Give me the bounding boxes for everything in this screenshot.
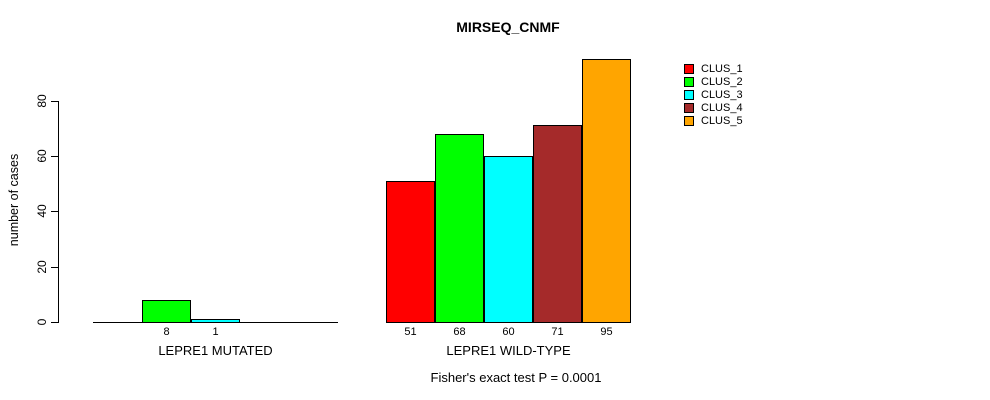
legend-swatch: [684, 89, 694, 100]
y-tick-label: 80: [35, 93, 49, 108]
legend-row: CLUS_4: [684, 102, 743, 115]
x-axis-group-label: LEPRE1 WILD-TYPE: [446, 343, 571, 358]
y-tick-label: 0: [35, 318, 49, 326]
y-axis-line: [58, 101, 59, 323]
x-axis-group-label: LEPRE1 MUTATED: [158, 343, 273, 358]
legend-label: CLUS_2: [701, 75, 743, 88]
bar: [142, 300, 191, 323]
bar-value-label: 68: [453, 326, 466, 338]
legend-label: CLUS_3: [701, 88, 743, 101]
y-tick-label: 20: [35, 259, 49, 274]
y-tick-mark: [51, 266, 58, 268]
legend-label: CLUS_5: [701, 115, 743, 128]
legend-row: CLUS_1: [684, 62, 743, 75]
bar: [386, 181, 435, 323]
legend-swatch: [684, 76, 694, 87]
bar: [191, 319, 240, 323]
y-axis-label: number of cases: [7, 153, 21, 247]
bar-value-label: 95: [600, 326, 613, 338]
y-tick-label: 40: [35, 204, 49, 218]
bar-value-label: 60: [502, 326, 515, 338]
legend-swatch: [684, 103, 694, 114]
legend-row: CLUS_3: [684, 88, 743, 101]
y-tick-mark: [51, 211, 58, 213]
legend: CLUS_1 CLUS_2 CLUS_3 CLUS_4 CLUS_5: [684, 62, 743, 128]
bar-value-label: 51: [404, 326, 417, 338]
bar-value-label: 1: [212, 326, 219, 338]
bar: [533, 125, 582, 323]
legend-swatch: [684, 116, 694, 127]
y-tick-mark: [51, 155, 58, 157]
legend-label: CLUS_1: [701, 62, 743, 75]
bar-value-label: 71: [551, 326, 564, 338]
bar: [484, 156, 533, 323]
legend-label: CLUS_4: [701, 102, 743, 115]
y-tick-mark: [51, 322, 58, 323]
bar: [435, 134, 484, 323]
bar-value-label: 8: [163, 326, 170, 338]
legend-swatch: [684, 63, 694, 74]
y-tick-mark: [51, 100, 58, 102]
legend-row: CLUS_5: [684, 115, 743, 128]
bar: [582, 59, 631, 323]
legend-row: CLUS_2: [684, 75, 743, 88]
caption-text: Fisher's exact test P = 0.0001: [430, 370, 602, 385]
chart-title: MIRSEQ_CNMF: [456, 19, 560, 35]
y-tick-label: 60: [35, 149, 49, 163]
